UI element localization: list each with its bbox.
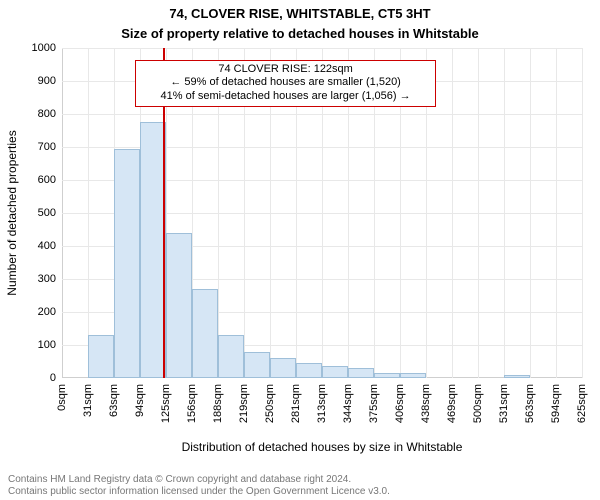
y-tick: 100 <box>6 339 56 351</box>
y-tick: 900 <box>6 75 56 87</box>
x-tick: 63sqm <box>108 384 120 417</box>
plot-wrap: 74 CLOVER RISE: 122sqm← 59% of detached … <box>62 48 582 410</box>
plot-area: 74 CLOVER RISE: 122sqm← 59% of detached … <box>62 48 582 378</box>
x-tick: 0sqm <box>56 384 68 411</box>
annotation-line: 74 CLOVER RISE: 122sqm <box>142 63 430 77</box>
y-tick: 400 <box>6 240 56 252</box>
figure: 74, CLOVER RISE, WHITSTABLE, CT5 3HT Siz… <box>0 0 600 500</box>
x-tick: 188sqm <box>212 384 224 423</box>
histogram-bar <box>322 366 348 378</box>
histogram-bar <box>348 368 374 378</box>
y-tick: 600 <box>6 174 56 186</box>
x-axis-ticks: 0sqm31sqm63sqm94sqm125sqm156sqm188sqm219… <box>62 378 582 448</box>
y-tick: 0 <box>6 372 56 384</box>
histogram-bar <box>88 335 114 378</box>
histogram-bar <box>218 335 244 378</box>
x-tick: 469sqm <box>446 384 458 423</box>
footer-line1: Contains HM Land Registry data © Crown c… <box>8 474 592 486</box>
y-tick: 300 <box>6 273 56 285</box>
y-tick: 1000 <box>6 42 56 54</box>
y-tick: 500 <box>6 207 56 219</box>
histogram-bar <box>244 352 270 378</box>
histogram-bar <box>296 363 322 378</box>
x-tick: 94sqm <box>134 384 146 417</box>
x-tick: 563sqm <box>524 384 536 423</box>
x-tick: 219sqm <box>238 384 250 423</box>
gridline-v <box>556 48 557 378</box>
gridline-v <box>452 48 453 378</box>
x-tick: 625sqm <box>576 384 588 423</box>
x-tick: 313sqm <box>316 384 328 423</box>
page-title-line2: Size of property relative to detached ho… <box>0 26 600 41</box>
gridline-v <box>530 48 531 378</box>
histogram-bar <box>270 358 296 378</box>
histogram-bar <box>114 149 140 378</box>
y-tick: 700 <box>6 141 56 153</box>
x-tick: 375sqm <box>368 384 380 423</box>
footer-line2: Contains public sector information licen… <box>8 486 592 498</box>
annotation-box: 74 CLOVER RISE: 122sqm← 59% of detached … <box>135 60 437 107</box>
y-tick: 800 <box>6 108 56 120</box>
x-tick: 125sqm <box>160 384 172 423</box>
x-tick: 344sqm <box>342 384 354 423</box>
annotation-line: ← 59% of detached houses are smaller (1,… <box>142 76 430 90</box>
annotation-line: 41% of semi-detached houses are larger (… <box>142 90 430 104</box>
y-axis-ticks: 01002003004005006007008009001000 <box>0 48 60 378</box>
histogram-bar <box>166 233 192 378</box>
gridline-v <box>582 48 583 378</box>
gridline-v <box>504 48 505 378</box>
x-tick: 438sqm <box>420 384 432 423</box>
histogram-bar <box>192 289 218 378</box>
x-tick: 156sqm <box>186 384 198 423</box>
x-tick: 594sqm <box>550 384 562 423</box>
x-tick: 281sqm <box>290 384 302 423</box>
footer: Contains HM Land Registry data © Crown c… <box>0 474 600 498</box>
x-axis-label: Distribution of detached houses by size … <box>62 440 582 454</box>
x-tick: 406sqm <box>394 384 406 423</box>
x-tick: 531sqm <box>498 384 510 423</box>
gridline-v <box>88 48 89 378</box>
x-tick: 31sqm <box>82 384 94 417</box>
page-title-line1: 74, CLOVER RISE, WHITSTABLE, CT5 3HT <box>0 6 600 21</box>
x-tick: 250sqm <box>264 384 276 423</box>
x-tick: 500sqm <box>472 384 484 423</box>
y-tick: 200 <box>6 306 56 318</box>
gridline-v <box>478 48 479 378</box>
